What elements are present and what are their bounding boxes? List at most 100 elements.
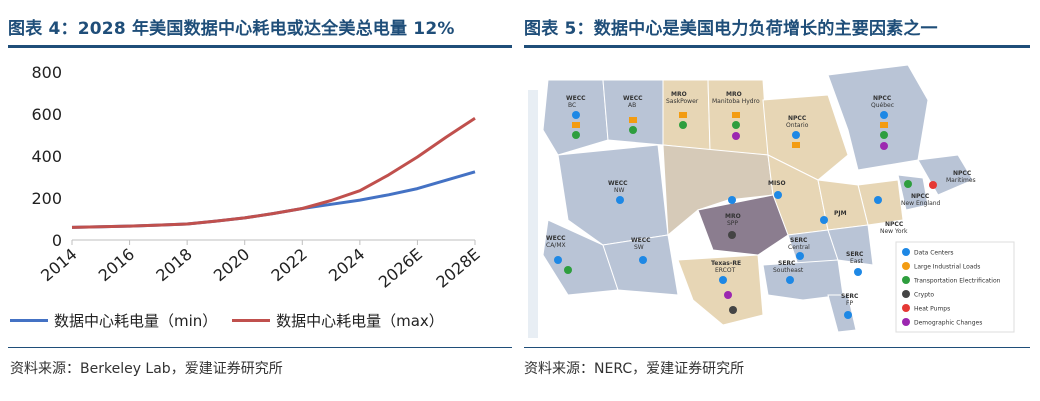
region-serc-east [827,224,874,266]
heat-pump-icon [902,304,910,312]
legend-item-min: 数据中心耗电量（min） [10,310,217,331]
region-label-miso: MISO [768,180,786,187]
region-label-npcc-quebec: NPCC Québec [871,95,894,109]
factory-icon [629,117,637,123]
x-tick-label: 2026E [375,245,426,292]
legend-label-max: 数据中心耗电量（max） [276,312,444,330]
region-texas-re [677,254,764,326]
data-center-icon [902,248,910,256]
map-legend-label: Data Centers [914,250,954,257]
region-wecc-ab [602,79,664,146]
left-panel: 图表 4：2028 年美国数据中心耗电或达全美总电量 12% 0 200 400 60… [0,0,512,401]
bitcoin-icon [729,306,737,314]
chart-legend: 数据中心耗电量（min） 数据中心耗电量（max） [10,308,454,331]
chart-series [71,116,476,229]
data-center-icon [844,311,852,319]
title-rule [524,45,1030,48]
region-npcc-ontario [762,94,849,181]
y-tick-label: 0 [52,231,62,250]
x-tick-label: 2014 [37,245,80,286]
region-label-pjm: PJM [834,210,847,217]
series-line-max [71,116,476,229]
ev-car-icon [679,121,687,129]
region-wecc-sw [602,234,679,296]
data-center-icon [616,196,624,204]
data-center-icon [554,256,562,264]
ev-car-icon [629,126,637,134]
x-tick-label: 2016 [95,245,138,286]
y-tick-label: 800 [31,63,62,82]
y-tick-label: 600 [31,105,62,124]
data-center-icon [854,268,862,276]
data-center-icon [774,191,782,199]
x-tick-label: 2020 [210,245,253,286]
data-center-icon [880,111,888,119]
ev-car-icon [904,180,912,188]
people-icon [902,318,910,326]
bitcoin-icon [902,290,910,298]
ev-car-icon [572,131,580,139]
region-label-wecc-nw: WECC NW [608,180,628,194]
data-center-icon [639,256,647,264]
y-tick-label: 200 [31,189,62,208]
data-center-icon [792,131,800,139]
bitcoin-icon [728,231,736,239]
region-serc-southeast [762,259,844,301]
ev-car-icon [902,276,910,284]
ev-car-icon [564,266,572,274]
x-tick-label: 2018 [152,245,195,286]
figure-5-title: 图表 5：数据中心是美国电力负荷增长的主要因素之一 [524,19,938,39]
region-label-npcc-ny: NPCC New York [880,221,908,235]
title-rule [8,45,512,48]
data-center-icon [728,196,736,204]
data-center-icon [572,111,580,119]
x-tick-label: 2024 [325,245,368,286]
north-america-map: WECC BC WECC AB MRO SaskPower MRO Manitoba H… [528,60,1018,338]
figure-4-title: 图表 4：2028 年美国数据中心耗电或达全美总电量 12% [8,19,455,39]
region-label-wecc-camx: WECC CA/MX [546,235,566,249]
region-wecc-camx [542,219,619,296]
factory-icon [902,262,910,270]
x-tick-label: 2028E [432,245,483,292]
region-driver-icons [554,111,937,319]
legend-item-max: 数据中心耗电量（max） [232,310,444,331]
factory-icon [679,112,687,118]
people-icon [732,132,740,140]
nerc-map: WECC BC WECC AB MRO SaskPower MRO Manitoba H… [528,60,1018,338]
factory-icon [732,112,740,118]
map-legend-label: Heat Pumps [914,306,950,313]
data-center-icon [796,252,804,260]
region-label-mro-spp: MRO SPP [725,213,741,227]
right-panel: 图表 5：数据中心是美国电力负荷增长的主要因素之一 [520,0,1040,401]
region-label-serc-east: SERC East [846,251,864,265]
legend-label-min: 数据中心耗电量（min） [54,312,218,330]
map-legend-label: Large Industrial Loads [914,264,980,271]
people-icon [724,291,732,299]
map-legend-label: Demographic Changes [914,320,982,327]
data-center-icon [719,276,727,284]
legend-swatch-min [10,319,48,322]
region-label-serc-central: SERC Central [788,237,810,251]
region-label-npcc-ontario: NPCC Ontario [786,115,809,129]
map-legend-label: Transportation Electrification [913,278,1001,285]
figure-5-source: 资料来源：NERC，爱建证券研究所 [524,361,745,377]
factory-icon [572,122,580,128]
bottom-rule [524,347,1030,348]
data-center-icon [820,216,828,224]
map-legend: Data Centers Large Industrial Loads Transp… [895,241,1015,333]
data-center-icon [874,196,882,204]
bottom-rule [8,347,512,348]
map-legend-box [895,241,1015,333]
factory-icon [792,142,800,148]
y-tick-label: 400 [31,147,62,166]
region-mro-spp [697,194,789,256]
heat-pump-icon [929,181,937,189]
legend-swatch-max [232,319,271,322]
ev-car-icon [880,131,888,139]
series-line-min [71,170,476,229]
map-legend-label: Crypto [914,292,934,299]
x-tick-label: 2022 [267,245,310,286]
factory-icon [880,122,888,128]
